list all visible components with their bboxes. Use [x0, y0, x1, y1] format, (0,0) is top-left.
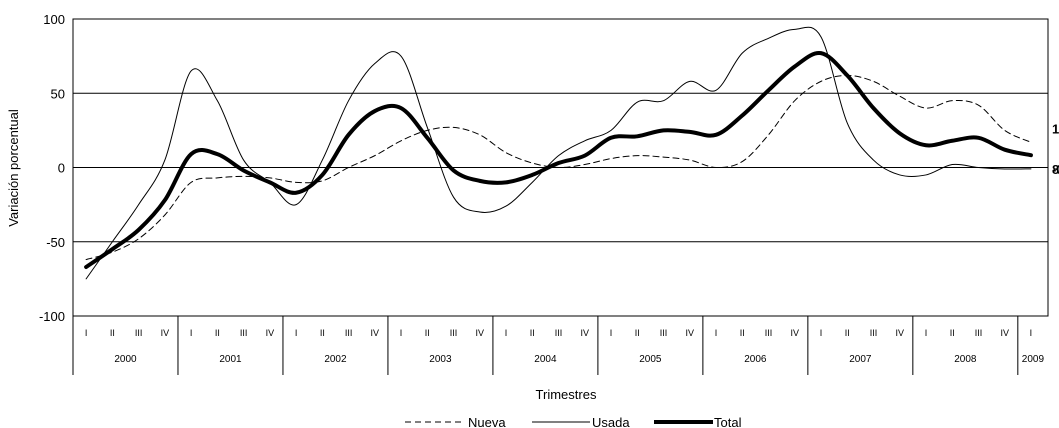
y-tick-label: 100 [43, 12, 65, 27]
x-quarter-label: I [820, 328, 823, 338]
x-quarter-label: IV [581, 328, 590, 338]
x-quarter-label: IV [161, 328, 170, 338]
series-line-nueva [85, 74, 1032, 261]
x-quarter-label: I [715, 328, 718, 338]
series-line-total [84, 51, 1033, 269]
x-year-label: 2009 [1022, 354, 1045, 365]
x-quarter-label: III [135, 328, 143, 338]
x-year-label: 2003 [429, 354, 452, 365]
legend-label-nueva: Nueva [468, 415, 506, 428]
y-axis-title: Variación porcentual [6, 109, 21, 227]
legend: Nueva Usada Total [405, 415, 742, 428]
x-quarter-label: I [505, 328, 508, 338]
x-quarter-label: III [975, 328, 983, 338]
plot-border [72, 18, 1049, 317]
x-quarter-label: I [400, 328, 403, 338]
legend-label-total: Total [714, 415, 742, 428]
x-year-label: 2006 [744, 354, 767, 365]
y-tick-label: -50 [46, 235, 65, 250]
x-year-label: 2001 [219, 354, 242, 365]
end-value-label: 16,8 [1052, 121, 1059, 136]
x-quarter-label: IV [266, 328, 275, 338]
x-quarter-label: IV [685, 328, 694, 338]
y-tick-label: 50 [51, 86, 65, 101]
x-quarter-label: II [215, 328, 220, 338]
x-quarter-label: I [85, 328, 88, 338]
x-quarter-label: I [295, 328, 298, 338]
legend-label-usada: Usada [592, 415, 630, 428]
x-year-label: 2000 [114, 354, 137, 365]
end-labels: 16,8 8,3-0,9 [1052, 121, 1059, 177]
x-quarter-label: II [320, 328, 325, 338]
x-year-label: 2004 [534, 354, 557, 365]
x-quarter-label: II [425, 328, 430, 338]
x-quarter-label: I [190, 328, 193, 338]
end-value-label: -0,9 [1052, 162, 1059, 177]
x-quarter-label: III [555, 328, 563, 338]
x-quarter-label: IV [476, 328, 485, 338]
x-quarter-label: I [1030, 328, 1033, 338]
series-line-usada [85, 26, 1032, 280]
x-quarter-label: II [950, 328, 955, 338]
x-quarter-label: II [845, 328, 850, 338]
x-quarter-label: III [765, 328, 773, 338]
y-tick-label: 0 [58, 161, 65, 176]
x-year-label: 2002 [324, 354, 347, 365]
x-quarter-label: III [345, 328, 353, 338]
x-quarter-label: III [240, 328, 248, 338]
x-quarter-label: I [925, 328, 928, 338]
x-quarter-label: I [610, 328, 613, 338]
x-quarter-label: II [740, 328, 745, 338]
x-quarter-label: IV [1000, 328, 1009, 338]
x-quarter-label: IV [371, 328, 380, 338]
end-value-label: 8,3 [1052, 162, 1059, 177]
plot-frame [72, 18, 1049, 317]
x-axis: I II III IV I II III IV I II III IV I II III IV I II III IV… [72, 316, 1045, 375]
x-year-label: 2005 [639, 354, 662, 365]
x-quarter-label: II [110, 328, 115, 338]
x-quarter-label: III [870, 328, 878, 338]
y-tick-labels: -100 -50 0 50 100 [39, 12, 65, 324]
series-lines [84, 26, 1033, 280]
x-year-label: 2007 [849, 354, 872, 365]
y-tick-label: -100 [39, 309, 65, 324]
x-quarter-label: III [450, 328, 458, 338]
x-quarter-label: IV [790, 328, 799, 338]
x-quarter-label: II [530, 328, 535, 338]
x-axis-title: Trimestres [536, 387, 597, 402]
x-quarter-label: IV [895, 328, 904, 338]
x-quarter-label: II [635, 328, 640, 338]
x-quarter-label: III [660, 328, 668, 338]
x-year-label: 2008 [954, 354, 977, 365]
